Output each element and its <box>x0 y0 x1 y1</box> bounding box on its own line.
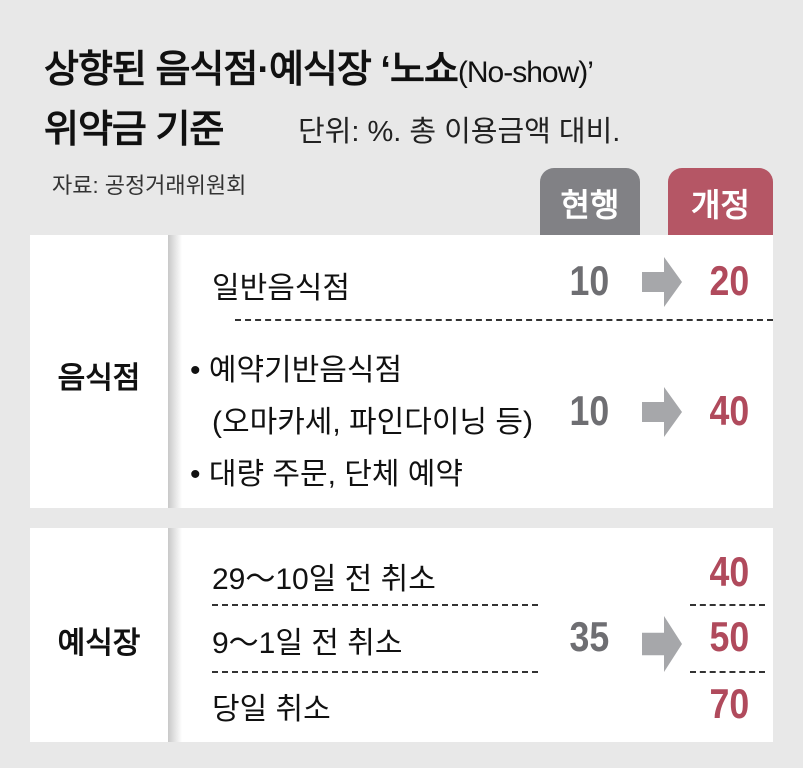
dashed-separator <box>235 319 773 321</box>
revised-value: 20 <box>709 257 750 304</box>
row-label: • 대량 주문, 단체 예약 <box>190 458 463 491</box>
current-value: 10 <box>569 387 610 434</box>
revised-value: 70 <box>709 680 750 727</box>
category-label: 음식점 <box>57 362 141 395</box>
dashed-separator <box>690 671 765 673</box>
restaurant-panel: 음식점 일반음식점 10 20 • 예약기반음식점 (오마카세, 파인다이닝 등… <box>30 235 773 508</box>
revised-value: 50 <box>709 613 750 660</box>
current-value: 10 <box>569 257 610 304</box>
row-label: 29～10일 전 취소 <box>212 563 436 596</box>
current-column-header: 현행 <box>540 168 640 235</box>
row-label: 일반음식점 <box>212 272 350 305</box>
unit-note: 단위: %. 총 이용금액 대비. <box>298 116 621 148</box>
divider <box>168 528 182 742</box>
dashed-separator <box>212 671 538 673</box>
row-label: • 예약기반음식점 <box>190 354 403 387</box>
title-main: 상향된 음식점·예식장 ‘노쇼 <box>44 49 459 91</box>
row-label: (오마카세, 파인다이닝 등) <box>212 406 533 439</box>
arrow-right-icon <box>642 387 682 437</box>
title-line-1: 상향된 음식점·예식장 ‘노쇼(No-show)’ <box>44 38 594 93</box>
current-value: 35 <box>569 613 610 660</box>
arrow-right-icon <box>642 257 682 307</box>
arrow-right-icon <box>642 616 682 672</box>
divider <box>168 235 182 508</box>
row-label: 9～1일 전 취소 <box>212 627 403 660</box>
wedding-hall-panel: 예식장 29～10일 전 취소 40 9～1일 전 취소 35 50 당일 취소… <box>30 528 773 742</box>
row-label: 당일 취소 <box>212 693 331 726</box>
source-note: 자료: 공정거래위원회 <box>52 173 247 198</box>
category-label: 예식장 <box>57 627 141 660</box>
revised-value: 40 <box>709 548 750 595</box>
revised-column-header: 개정 <box>668 168 773 235</box>
title-line-2: 위약금 기준 <box>44 109 224 151</box>
dashed-separator <box>690 604 765 606</box>
dashed-separator <box>212 604 538 606</box>
title-noshow: (No-show)’ <box>457 56 594 89</box>
revised-value: 40 <box>709 387 750 434</box>
